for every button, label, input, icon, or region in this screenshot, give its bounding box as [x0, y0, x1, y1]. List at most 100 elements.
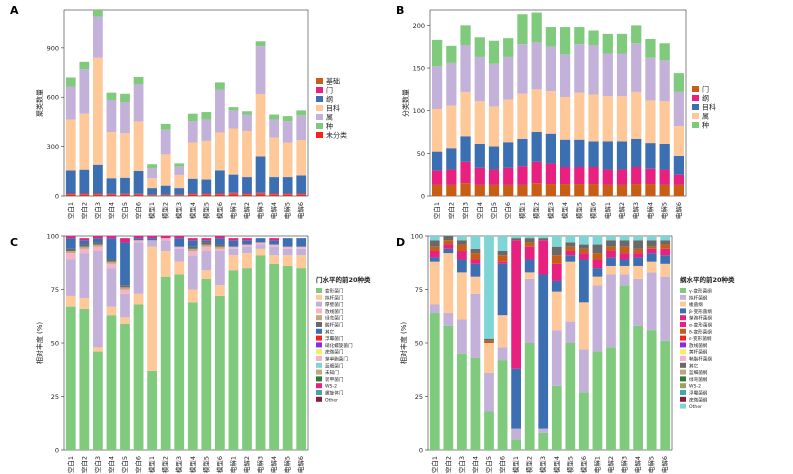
bar-segment [606, 265, 616, 275]
bar-segment [201, 270, 212, 279]
bar-segment [645, 100, 656, 144]
bar-segment [187, 121, 198, 143]
x-tick-label: 空白3 [457, 456, 466, 473]
bar-segment [255, 244, 266, 249]
legend-swatch [692, 104, 699, 110]
bar-segment [120, 133, 130, 178]
bar-segment [242, 130, 252, 178]
x-tick-label: 模型5 [565, 456, 574, 473]
bar-segment [160, 250, 171, 277]
bar-segment [242, 194, 252, 195]
bar-segment [460, 44, 471, 92]
bar-segment [616, 169, 628, 185]
bar-segment [633, 236, 643, 241]
legend-swatch [680, 335, 686, 341]
bar-segment [215, 194, 225, 195]
bar-segment [133, 236, 144, 239]
bar-segment [460, 161, 471, 184]
legend-label: 属 [326, 114, 333, 122]
bar-segment [106, 236, 117, 239]
bar-segment [282, 255, 293, 266]
bar-segment [503, 99, 514, 143]
bar-segment [531, 89, 542, 133]
bar-segment [228, 238, 239, 241]
bar-segment [545, 184, 557, 196]
bar-segment [255, 41, 266, 47]
bar-segment [579, 236, 589, 245]
bar-segment [93, 351, 103, 450]
bar-segment [645, 184, 656, 196]
bar-segment [431, 184, 443, 196]
x-tick-label: 电解2 [617, 202, 626, 219]
bar-segment [551, 280, 562, 292]
bar-segment [488, 106, 500, 147]
legend-swatch [316, 288, 322, 293]
y-tick-label: 200 [413, 22, 425, 30]
y-axis-label: 聚类数量 [35, 89, 44, 117]
bar-segment [565, 255, 576, 262]
bar-segment [457, 236, 467, 241]
bar-segment [255, 46, 266, 94]
legend-label: 酸杆菌门 [325, 322, 344, 329]
bar-segment [497, 250, 508, 256]
bar-segment [174, 248, 185, 262]
y-tick-label: 25 [415, 393, 423, 401]
x-tick-label: 电解3 [256, 456, 265, 473]
bar-segment [429, 240, 440, 247]
legend-swatch [680, 390, 686, 395]
bar-segment [484, 411, 494, 450]
legend-swatch [316, 301, 322, 307]
bar-segment [606, 347, 616, 450]
bar-segment [673, 155, 685, 175]
bar-segment [242, 244, 252, 247]
x-tick-label: 空白3 [93, 202, 102, 219]
bar-segment [269, 194, 279, 195]
bar-segment [579, 253, 589, 260]
legend-label: 纲 [326, 95, 333, 104]
bar-segment [517, 14, 528, 45]
bar-segment [659, 184, 670, 196]
bar-segment [187, 250, 198, 256]
bar-segment [443, 253, 454, 314]
legend-label: 属 [702, 113, 709, 121]
bar-segment [79, 194, 90, 195]
bar-segment [660, 340, 671, 450]
bar-segment [606, 236, 616, 241]
bar-segment [619, 246, 630, 254]
legend-label: 绿弯菌门 [325, 315, 344, 322]
bar-segment [120, 287, 130, 290]
bar-segment [531, 132, 542, 162]
y-tick-label: 100 [413, 107, 425, 115]
x-tick-label: 空白2 [79, 456, 88, 473]
bar-segment [269, 263, 279, 450]
plot-area [429, 9, 687, 197]
bar-segment [65, 77, 76, 87]
x-tick-label: 空白3 [461, 202, 470, 219]
y-tick-label: 50 [51, 340, 59, 348]
bar-segment [497, 315, 508, 348]
x-tick-label: 电解5 [647, 456, 656, 473]
bar-segment [574, 184, 585, 196]
legend-label: 浮霉菌门 [325, 335, 344, 342]
legend-label: 未知门 [325, 369, 339, 376]
x-tick-label: 模型1 [517, 202, 526, 219]
bar-segment [174, 246, 185, 249]
bar-segment [79, 61, 90, 70]
bar-segment [470, 263, 481, 277]
bar-segment [255, 238, 266, 243]
bar-segment [602, 184, 613, 196]
bar-segment [174, 261, 185, 275]
bar-segment [474, 37, 485, 57]
bar-segment [282, 121, 293, 143]
panel-label: C [10, 236, 18, 249]
bar-segment [79, 253, 90, 299]
legend-label: 螺旋体门 [325, 390, 344, 397]
x-tick-label: 空白6 [498, 456, 507, 473]
legend-swatch [680, 315, 686, 321]
y-tick-label: 300 [47, 143, 59, 151]
bar-segment [228, 192, 239, 194]
bar-segment [457, 259, 467, 273]
bar-segment [511, 368, 521, 429]
bar-segment [574, 44, 585, 93]
